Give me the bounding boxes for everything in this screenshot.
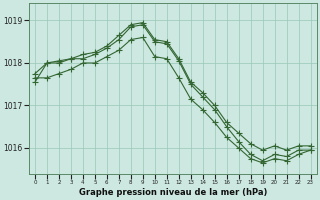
X-axis label: Graphe pression niveau de la mer (hPa): Graphe pression niveau de la mer (hPa) [79, 188, 267, 197]
